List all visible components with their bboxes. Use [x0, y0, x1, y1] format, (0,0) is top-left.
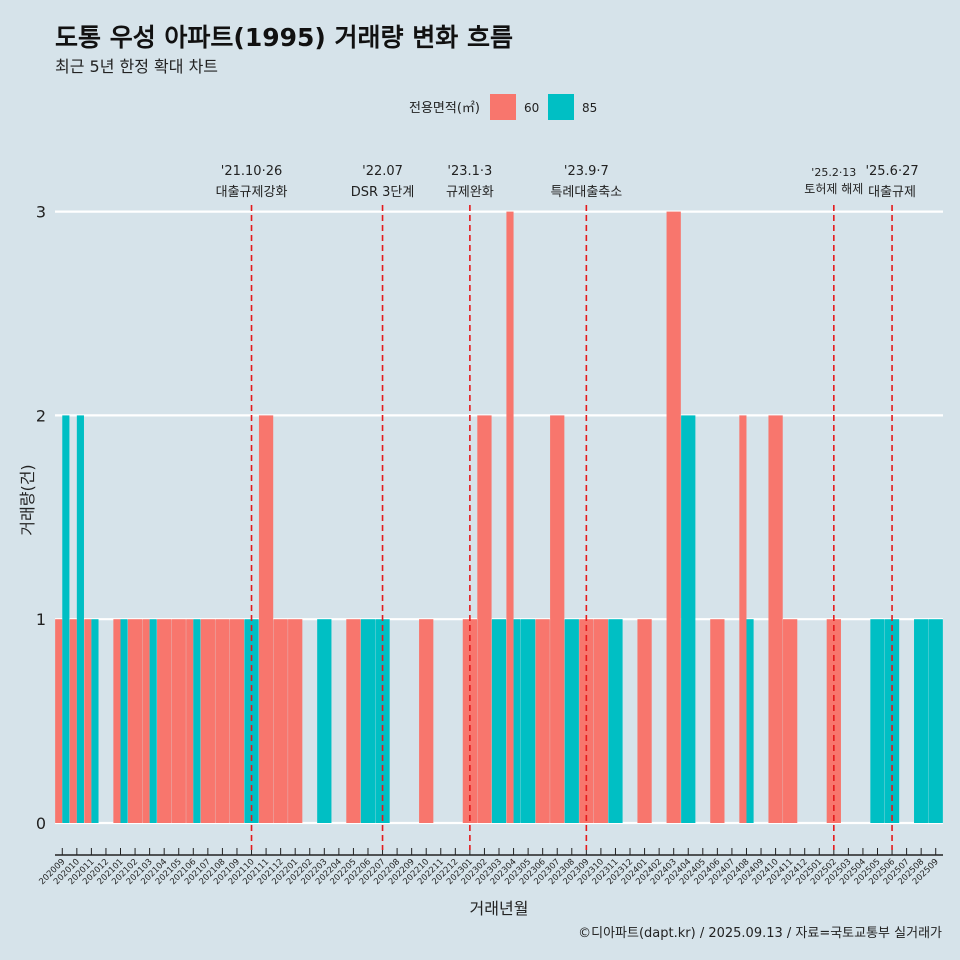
- bar-60: [157, 619, 172, 823]
- bar-85: [193, 619, 201, 823]
- bar-85: [564, 619, 579, 823]
- bar-85: [870, 619, 885, 823]
- bar-60: [69, 619, 77, 823]
- bar-85: [513, 619, 521, 823]
- bar-60: [258, 415, 274, 823]
- y-tick-label: 3: [36, 203, 46, 222]
- event-label: 토허제 해제: [804, 182, 863, 196]
- bar-60: [200, 619, 215, 823]
- bar-60: [142, 619, 150, 823]
- bar-60: [186, 619, 194, 823]
- bar-60: [113, 619, 121, 823]
- bar-85: [149, 619, 157, 823]
- bar-60: [535, 619, 550, 823]
- x-axis-title: 거래년월: [470, 899, 529, 918]
- bar-60: [171, 619, 186, 823]
- bar-60: [783, 619, 798, 823]
- legend-swatch-85: [548, 94, 574, 120]
- bar-60: [637, 619, 652, 823]
- bar-85: [746, 619, 754, 823]
- event-date: '25.2·13: [811, 166, 856, 179]
- bar-85: [884, 619, 900, 823]
- bar-85: [120, 619, 128, 823]
- bar-60: [273, 619, 288, 823]
- bar-60: [739, 415, 747, 823]
- bar-85: [375, 619, 390, 823]
- bar-60: [666, 211, 681, 824]
- bar-60: [826, 619, 841, 823]
- y-tick-label: 0: [36, 814, 46, 833]
- bar-60: [215, 619, 230, 823]
- bar-85: [360, 619, 376, 823]
- legend-label-85: 85: [582, 101, 597, 115]
- event-label: DSR 3단계: [351, 185, 415, 200]
- bar-85: [608, 619, 623, 823]
- bar-85: [244, 619, 259, 823]
- bar-60: [229, 619, 245, 823]
- bar-60: [55, 619, 63, 823]
- legend-swatch-60: [490, 94, 516, 120]
- bar-60: [710, 619, 725, 823]
- bar-85: [62, 415, 70, 823]
- event-date: '23.1·3: [447, 164, 492, 179]
- event-label: 대출규제강화: [216, 185, 288, 200]
- bar-85: [681, 415, 696, 823]
- bar-60: [419, 619, 434, 823]
- legend-title: 전용면적(㎡): [409, 101, 480, 116]
- event-date: '21.10·26: [221, 164, 282, 179]
- bar-60: [346, 619, 361, 823]
- event-label: 규제완화: [446, 185, 494, 200]
- y-tick-label: 2: [36, 406, 46, 425]
- chart-subtitle: 최근 5년 한정 확대 차트: [55, 57, 219, 76]
- bar-85: [76, 415, 84, 823]
- bar-85: [914, 619, 929, 823]
- event-label: 대출규제: [868, 185, 916, 200]
- event-label: 특례대출축소: [550, 185, 622, 200]
- bar-60: [127, 619, 143, 823]
- bar-85: [317, 619, 332, 823]
- bar-60: [84, 619, 92, 823]
- y-tick-label: 1: [36, 610, 46, 629]
- bar-60: [506, 211, 514, 824]
- bar-60: [462, 619, 478, 823]
- bar-85: [520, 619, 536, 823]
- bar-85: [928, 619, 943, 823]
- chart-title: 도통 우성 아파트(1995) 거래량 변화 흐름: [55, 23, 513, 52]
- bar-85: [91, 619, 99, 823]
- bar-60: [768, 415, 783, 823]
- bar-60: [593, 619, 609, 823]
- event-date: '23.9·7: [564, 164, 609, 179]
- bar-60: [579, 619, 594, 823]
- bar-60: [477, 415, 492, 823]
- legend-label-60: 60: [524, 101, 539, 115]
- source-caption: ©디아파트(dapt.kr) / 2025.09.13 / 자료=국토교통부 실…: [578, 926, 942, 941]
- bar-60: [550, 415, 565, 823]
- event-date: '25.6·27: [865, 164, 918, 179]
- bar-85: [491, 619, 507, 823]
- y-axis-title: 거래량(건): [18, 464, 37, 535]
- bar-60: [288, 619, 303, 823]
- event-date: '22.07: [362, 164, 403, 179]
